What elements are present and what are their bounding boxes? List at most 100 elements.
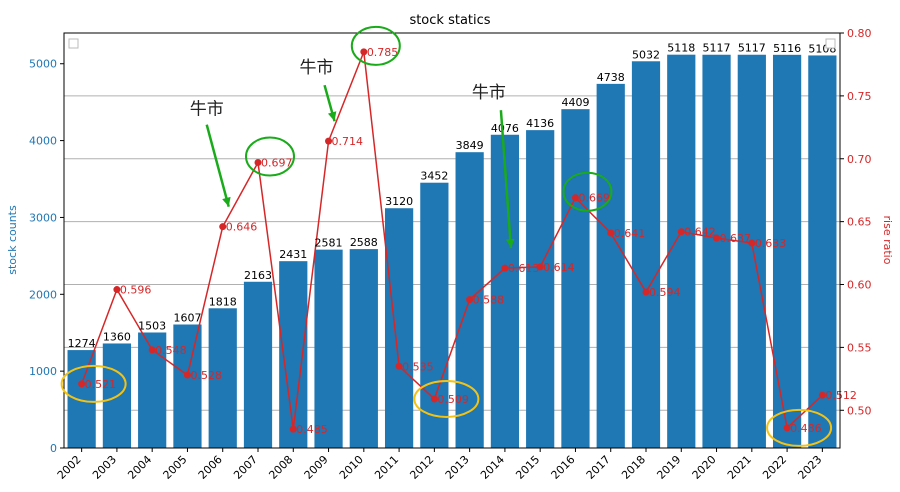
line-value-label: 0.596 [120, 284, 152, 297]
bar-series [67, 54, 837, 449]
x-tick-label: 2002 [55, 453, 84, 482]
bull-market-label: 牛市 [190, 100, 224, 120]
rise-ratio-point [148, 346, 156, 354]
line-value-label: 0.512 [825, 389, 857, 402]
y-right-tick-label: 0.80 [847, 27, 872, 40]
x-tick-label: 2003 [90, 453, 119, 482]
x-tick-label: 2008 [266, 453, 295, 482]
plot-frame [63, 32, 841, 449]
bar-value-label: 4076 [491, 122, 519, 135]
rise-ratio-point [325, 137, 333, 145]
y-right-tick-label: 0.70 [847, 153, 872, 166]
rise-ratio-point [818, 391, 826, 399]
x-tick-label: 2023 [795, 453, 824, 482]
bar-value-label: 3452 [420, 170, 448, 183]
line-value-label: 0.521 [85, 378, 117, 391]
bar-value-label: 3849 [456, 139, 484, 152]
yellow-highlight-ellipse [60, 364, 127, 403]
rise-ratio-line [80, 51, 823, 430]
bar [702, 54, 731, 448]
x-tick-label: 2018 [619, 453, 648, 482]
line-value-label: 0.535 [402, 360, 434, 373]
rise-ratio-point [466, 296, 474, 304]
y-axis-right-label: rise ratio [881, 216, 894, 265]
line-value-label: 0.697 [261, 157, 293, 170]
bar [384, 208, 414, 448]
line-value-label: 0.669 [578, 192, 610, 205]
bar-value-label: 2431 [279, 248, 307, 261]
bar [243, 281, 273, 448]
bar-value-label: 4409 [561, 96, 589, 109]
bar [561, 109, 590, 448]
x-tick-label: 2013 [443, 453, 472, 482]
line-value-label: 0.509 [437, 393, 469, 406]
bar-value-label: 2581 [315, 237, 343, 250]
bar-value-label: 5118 [667, 42, 695, 55]
legend-box-right [825, 38, 836, 49]
rise-ratio-point [360, 48, 368, 56]
x-tick-label: 2021 [725, 453, 754, 482]
rise-ratio-point [677, 228, 685, 236]
bar [772, 54, 802, 448]
bar [314, 249, 343, 448]
line-value-label: 0.646 [226, 221, 258, 234]
line-value-label: 0.528 [190, 369, 222, 382]
bar-value-label: 1503 [138, 319, 166, 332]
bull-market-label: 牛市 [472, 83, 506, 103]
bar [420, 182, 449, 449]
line-value-label: 0.714 [332, 135, 364, 148]
bar-value-label: 1274 [68, 337, 96, 350]
bar [631, 61, 661, 448]
rise-ratio-point [254, 159, 262, 167]
yellow-highlight-ellipse [766, 408, 833, 447]
line-value-label: 0.637 [720, 232, 752, 245]
line-value-label: 0.588 [473, 294, 505, 307]
rise-ratio-point [713, 234, 721, 242]
bar-value-label: 5032 [632, 48, 660, 61]
line-value-label: 0.485 [296, 423, 328, 436]
x-tick-label: 2012 [407, 453, 436, 482]
rise-ratio-point [501, 264, 509, 272]
y-left-tick-label: 1000 [29, 365, 57, 378]
y-right-tick-label: 0.50 [847, 404, 872, 417]
bar [737, 54, 766, 448]
x-tick-label: 2004 [125, 453, 154, 482]
y-axis-left-label: stock counts [6, 205, 19, 275]
y-right-tick-label: 0.60 [847, 279, 872, 292]
green-highlight-circle [350, 25, 401, 66]
x-tick-label: 2014 [478, 453, 507, 482]
green-highlight-circle [562, 171, 613, 212]
bull-arrow-head [222, 196, 231, 207]
x-tick-label: 2011 [372, 453, 401, 482]
y-left-tick-label: 4000 [29, 135, 57, 148]
legend-box-left [68, 38, 79, 49]
bar [349, 249, 378, 448]
line-value-label: 0.633 [755, 237, 787, 250]
bar-value-label: 2163 [244, 269, 272, 282]
rise-ratio-point [783, 424, 791, 432]
bar [67, 350, 96, 448]
bar-value-label: 4136 [526, 117, 554, 130]
x-tick-label: 2015 [513, 453, 542, 482]
bar [596, 83, 625, 449]
rise-ratio-point [748, 239, 756, 247]
line-value-label: 0.785 [367, 46, 399, 59]
rise-ratio-point [219, 223, 227, 231]
bar-value-label: 1360 [103, 330, 131, 343]
rise-ratio-point [113, 286, 121, 294]
x-tick-label: 2017 [584, 453, 613, 482]
x-tick-label: 2016 [549, 453, 578, 482]
y-right-tick-label: 0.75 [847, 90, 872, 103]
x-tick-label: 2009 [302, 453, 331, 482]
bar-value-label: 4738 [597, 71, 625, 84]
y-left-tick-label: 3000 [29, 211, 57, 224]
bull-arrow-head [505, 238, 515, 249]
x-tick-label: 2005 [161, 453, 190, 482]
x-tick-label: 2010 [337, 453, 366, 482]
bar-value-label: 2588 [350, 236, 378, 249]
rise-ratio-point [289, 425, 297, 433]
rise-ratio-point [78, 380, 86, 388]
line-value-label: 0.614 [543, 261, 575, 274]
bar-value-label: 3120 [385, 195, 413, 208]
